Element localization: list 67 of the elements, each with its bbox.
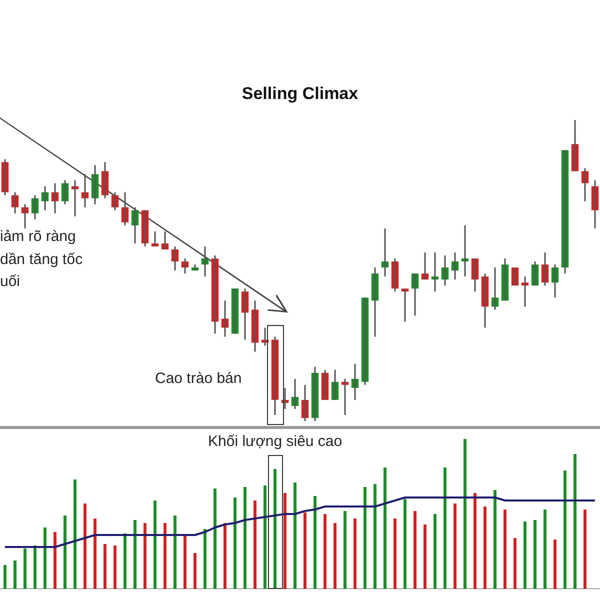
bar [584,510,586,589]
bar [244,487,246,589]
bar [414,511,416,589]
bar [64,516,66,589]
bar [234,498,236,589]
bar [314,496,316,589]
bar [474,493,476,589]
bar [54,532,56,589]
bar [434,514,436,589]
bar [94,518,96,589]
bar [574,454,576,589]
bar [34,546,36,589]
bar [284,493,286,589]
bar [114,546,116,589]
bar [154,500,156,589]
bar [464,439,466,589]
candlestick [231,288,239,334]
bar [394,518,396,589]
bar [514,538,516,589]
bar [524,522,526,589]
bar [74,480,76,589]
bar [554,540,556,589]
annotation: iảm rõ ràng [0,228,76,245]
bar [184,535,186,589]
bar [134,520,136,589]
bar [374,484,376,589]
bar [214,488,216,589]
bar [424,524,426,589]
bar [484,506,486,589]
bar [384,468,386,589]
bar [174,516,176,589]
bar [24,548,26,589]
bar [164,523,166,589]
candlestick [511,267,519,286]
bar [364,487,366,589]
bar [444,468,446,589]
bar [144,523,146,589]
bar [4,565,6,589]
bar [204,529,206,589]
bar [224,523,226,589]
bar [294,482,296,589]
annotation: dần tăng tốc [0,251,83,268]
bar [14,560,16,589]
bar [404,499,406,589]
bar [324,514,326,589]
annotation: Khối lượng siêu cao [208,433,342,450]
bar [84,504,86,589]
bar [124,534,126,589]
bar [344,511,346,589]
bar [534,520,536,589]
bar [304,512,306,589]
bar [494,490,496,589]
bar [254,500,256,589]
bar [104,544,106,589]
bar [544,510,546,589]
bar [454,504,456,589]
annotation: uối [0,273,20,290]
chart-title: Selling Climax [240,84,360,104]
bar [44,528,46,589]
bar [354,518,356,589]
bar [504,510,506,589]
bar [194,553,196,589]
bar [274,469,276,589]
bar [334,523,336,589]
bar [264,486,266,589]
bar [564,470,566,589]
annotation: Cao trào bán [155,370,242,387]
